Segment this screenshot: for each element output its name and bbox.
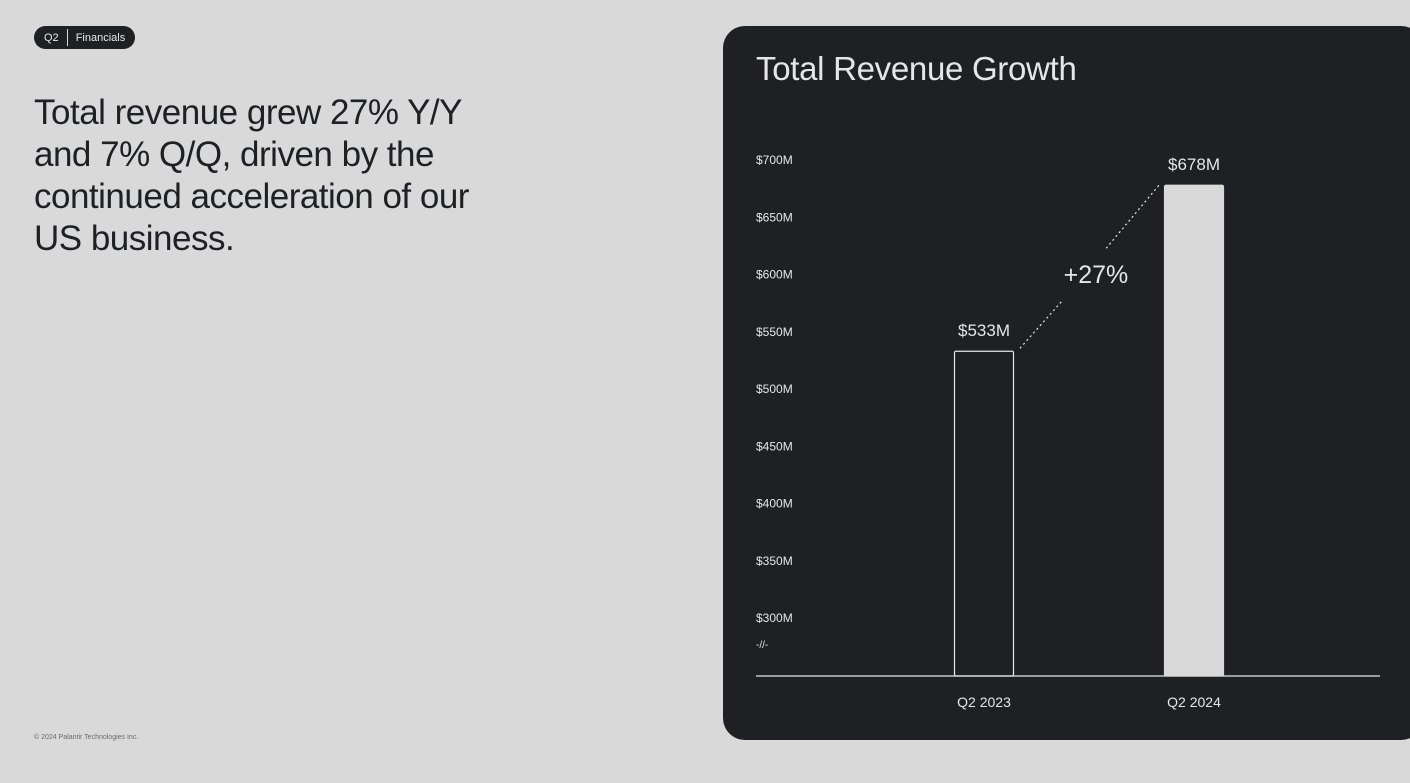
badge-divider [66,29,68,46]
copyright-footer: © 2024 Palantir Technologies Inc. [34,734,139,741]
bar-value-label: $678M [1168,155,1220,174]
y-tick-label: $700M [756,153,793,167]
y-tick-label: $550M [756,325,793,339]
growth-connector-line [1105,184,1160,249]
badge-section: Financials [75,31,126,44]
y-tick-label: $600M [756,268,793,282]
growth-connector-line [1019,301,1063,349]
chart-panel: Total Revenue Growth $700M $650M $600M $550… [723,26,1410,740]
headline: Total revenue grew 27% Y/Y and 7% Q/Q, d… [34,93,469,258]
y-tick-label: $450M [756,439,793,453]
y-tick-label: $300M [756,611,793,625]
growth-annotation: +27% [1064,261,1129,289]
y-tick-label: $650M [756,210,793,224]
bar-value-label: $533M [958,321,1010,340]
badge-quarter: Q2 [44,31,59,44]
x-category-label: Q2 2024 [1167,694,1221,710]
revenue-bar-chart: $700M $650M $600M $550M $500M $450M $400M $350M… [756,153,1380,710]
bar-q2-2024 [1163,184,1225,677]
axis-break-marker: -//- [756,640,768,651]
section-badge: Q2 Financials [34,26,136,49]
y-tick-label: $350M [756,554,793,568]
y-tick-label: $500M [756,382,793,396]
chart-title: Total Revenue Growth [756,50,1077,87]
x-category-label: Q2 2023 [957,694,1011,710]
bar-q2-2023 [953,350,1015,677]
y-tick-label: $400M [756,497,793,511]
